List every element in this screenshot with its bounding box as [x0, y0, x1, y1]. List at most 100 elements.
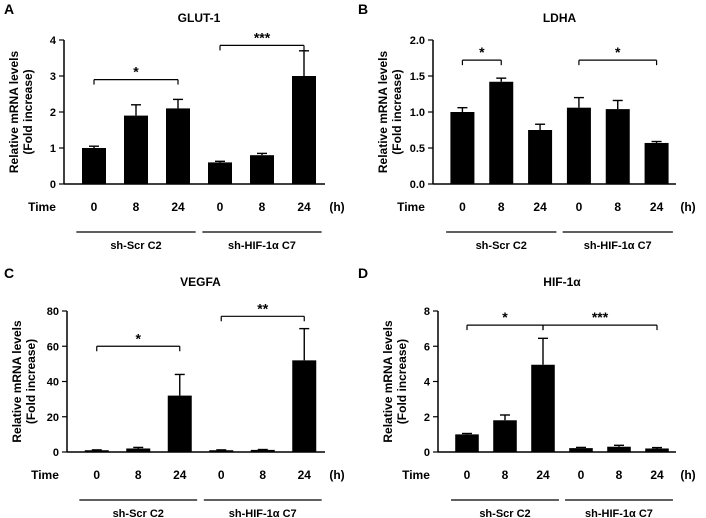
bar: [250, 449, 275, 452]
y-tick-label: 2: [424, 412, 430, 424]
x-tick-label: 24: [171, 200, 185, 214]
group-label: sh-HIF-1α C7: [229, 508, 297, 518]
bar: [528, 130, 553, 184]
panel-label: C: [4, 265, 14, 281]
y-axis-label: Relative mRNA levels: [10, 320, 24, 443]
bar: [645, 448, 669, 452]
bar: [450, 112, 475, 184]
x-row-label: Time: [402, 468, 430, 482]
x-tick-label: 24: [173, 468, 187, 482]
bar: [292, 76, 316, 184]
chart-title: LDHA: [543, 11, 577, 25]
bar: [208, 162, 232, 184]
y-tick-label: 0: [50, 179, 56, 191]
y-tick-label: 2: [50, 107, 56, 119]
y-tick-label: 0.0: [410, 179, 425, 191]
y-axis-label: Relative mRNA levels: [376, 51, 390, 174]
y-tick-label: 3: [50, 71, 56, 83]
group-label: sh-HIF-1α C7: [584, 240, 652, 252]
bar: [569, 448, 593, 452]
chart-title: GLUT-1: [178, 11, 221, 25]
x-tick-label: 0: [217, 200, 224, 214]
y-axis-label-unit: (Fold increase): [395, 339, 409, 424]
group-label: sh-HIF-1α C7: [228, 240, 296, 252]
x-tick-label: 24: [650, 200, 664, 214]
panel-a: A GLUT-1 Relative mRNA levels (Fold increas…: [4, 1, 345, 252]
bar: [84, 450, 109, 452]
group-label: sh-Scr C2: [476, 240, 527, 252]
significance-label: ***: [254, 29, 271, 45]
significance-label: *: [502, 309, 508, 325]
bar: [167, 395, 192, 452]
bar: [209, 450, 234, 452]
bar: [126, 448, 151, 452]
bar: [566, 107, 591, 184]
bar: [531, 364, 555, 452]
x-tick-label: 8: [614, 200, 621, 214]
y-axis-label: Relative mRNA levels: [7, 51, 21, 174]
significance-label: *: [479, 44, 485, 60]
group-label: sh-Scr C2: [113, 508, 164, 518]
panel-label: B: [358, 1, 368, 17]
panel-b: B LDHA Relative mRNA levels (Fold increase)…: [358, 1, 696, 252]
x-tick-label: 0: [578, 468, 585, 482]
x-tick-label: 8: [502, 468, 509, 482]
x-row-label: Time: [31, 468, 59, 482]
x-unit-label: (h): [329, 200, 344, 214]
x-tick-label: 0: [91, 200, 98, 214]
x-tick-label: 24: [298, 468, 312, 482]
y-tick-label: 1: [50, 143, 56, 155]
bar: [250, 155, 274, 184]
y-tick-label: 6: [424, 341, 430, 353]
x-tick-label: 8: [259, 468, 266, 482]
x-tick-label: 0: [218, 468, 225, 482]
y-tick-label: 1.5: [410, 71, 425, 83]
x-tick-label: 24: [536, 468, 550, 482]
group-label: sh-Scr C2: [110, 240, 161, 252]
bar: [644, 142, 669, 184]
y-axis-label-unit: (Fold increase): [390, 69, 404, 154]
bar: [607, 446, 631, 452]
x-tick-label: 8: [135, 468, 142, 482]
x-unit-label: (h): [329, 468, 344, 482]
x-tick-label: 0: [464, 468, 471, 482]
significance-label: **: [257, 300, 268, 316]
bar: [493, 420, 517, 452]
x-unit-label: (h): [680, 468, 695, 482]
y-tick-label: 60: [47, 341, 59, 353]
bar: [489, 81, 514, 184]
x-tick-label: 0: [93, 468, 100, 482]
x-tick-label: 8: [616, 468, 623, 482]
significance-label: *: [615, 44, 621, 60]
x-tick-label: 8: [259, 200, 266, 214]
y-tick-label: 8: [424, 306, 430, 318]
bar: [124, 115, 148, 184]
y-tick-label: 20: [47, 412, 59, 424]
significance-label: *: [136, 330, 142, 346]
x-tick-label: 24: [650, 468, 664, 482]
y-tick-label: 4: [424, 377, 431, 389]
y-tick-label: 0.5: [410, 143, 425, 155]
bar: [455, 434, 479, 452]
y-axis-label-unit: (Fold increase): [24, 339, 38, 424]
y-tick-label: 0: [424, 447, 430, 459]
significance-label: *: [133, 64, 139, 80]
bar: [292, 360, 317, 452]
y-tick-label: 40: [47, 377, 59, 389]
panel-label: D: [358, 265, 368, 281]
bar: [82, 148, 106, 184]
x-row-label: Time: [397, 200, 425, 214]
y-tick-label: 80: [47, 306, 59, 318]
group-label: sh-Scr C2: [479, 508, 530, 518]
bar: [166, 108, 190, 184]
x-row-label: Time: [28, 200, 56, 214]
y-tick-label: 2.0: [410, 35, 425, 47]
x-tick-label: 0: [576, 200, 583, 214]
x-tick-label: 8: [498, 200, 505, 214]
x-tick-label: 0: [459, 200, 466, 214]
y-tick-label: 4: [50, 35, 57, 47]
bar: [605, 109, 630, 184]
y-axis-label: Relative mRNA levels: [381, 320, 395, 443]
panel-c: C VEGFA Relative mRNA levels (Fold increase…: [4, 265, 345, 518]
